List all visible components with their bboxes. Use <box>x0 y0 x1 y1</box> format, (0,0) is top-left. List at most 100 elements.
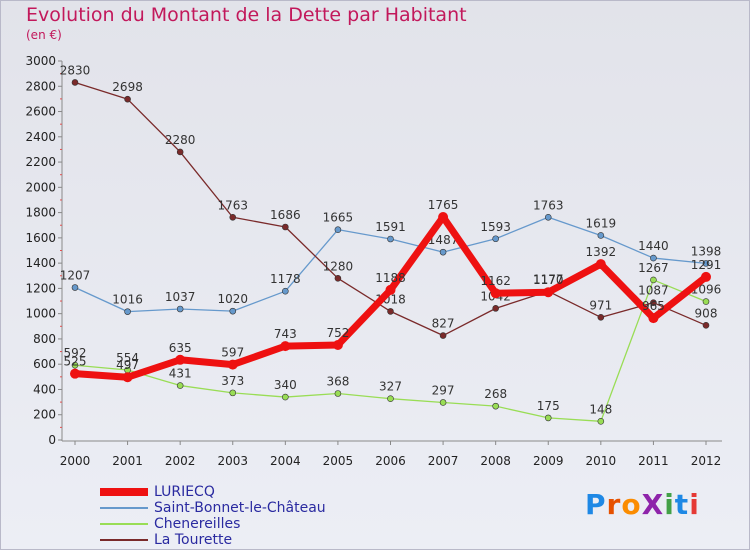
data-point <box>701 271 711 282</box>
logo-letter: r <box>606 488 622 521</box>
data-point <box>439 248 447 256</box>
data-label: 592 <box>64 346 87 360</box>
data-label: 340 <box>274 378 297 392</box>
y-tick-label: 3000 <box>25 54 56 68</box>
legend-item: Saint-Bonnet-le-Château <box>100 500 326 516</box>
y-tick-label: 2800 <box>25 79 56 93</box>
data-point <box>595 259 606 270</box>
x-tick-label: 2007 <box>428 454 459 468</box>
data-point <box>650 299 657 306</box>
x-tick-label: 2010 <box>586 454 617 468</box>
data-point <box>597 418 605 425</box>
data-point <box>650 254 657 262</box>
y-tick-label: 400 <box>33 382 56 396</box>
legend-label: Chenereilles <box>154 516 241 532</box>
data-point <box>334 226 342 233</box>
legend-swatch <box>100 523 148 525</box>
data-point <box>387 395 394 402</box>
data-point <box>492 235 499 243</box>
data-point <box>702 260 710 267</box>
data-label: 752 <box>326 326 349 340</box>
data-label: 1763 <box>533 198 564 212</box>
legend-label: La Tourette <box>154 532 233 548</box>
y-tick-label: 2600 <box>25 105 56 119</box>
y-tick-label: 600 <box>33 357 56 371</box>
data-label: 373 <box>221 374 244 388</box>
data-point <box>176 148 184 156</box>
data-label: 1763 <box>217 198 248 212</box>
data-label: 1440 <box>638 239 669 253</box>
data-label: 2280 <box>165 133 196 147</box>
legend-item: La Tourette <box>100 532 326 548</box>
y-tick-label: 2400 <box>25 130 56 144</box>
data-point <box>492 402 499 410</box>
data-point <box>124 95 131 103</box>
data-point <box>71 361 79 369</box>
legend-label: Saint-Bonnet-le-Château <box>154 500 326 516</box>
data-label: 908 <box>695 306 718 320</box>
legend-swatch <box>100 488 148 496</box>
data-point <box>227 359 238 370</box>
logo-letter: P <box>585 488 607 521</box>
data-label: 1087 <box>638 284 669 298</box>
data-label: 1291 <box>691 258 722 272</box>
x-tick-label: 2009 <box>533 454 564 468</box>
data-point <box>122 372 133 383</box>
data-label: 368 <box>326 375 349 389</box>
data-point <box>229 307 237 315</box>
y-tick-label: 1800 <box>25 206 56 220</box>
x-tick-label: 2000 <box>60 454 91 468</box>
data-label: 1016 <box>112 293 143 307</box>
data-label: 1593 <box>480 220 511 234</box>
data-label: 827 <box>432 317 455 331</box>
data-label: 1487 <box>428 233 459 247</box>
y-tick-label: 2000 <box>25 180 56 194</box>
data-point <box>597 232 605 239</box>
data-point <box>229 213 237 221</box>
data-label: 1188 <box>375 271 406 285</box>
x-tick-label: 2006 <box>375 454 406 468</box>
data-label: 268 <box>484 387 507 401</box>
data-label: 1280 <box>323 259 354 273</box>
data-point <box>387 235 394 243</box>
chart-title: Evolution du Montant de la Dette par Hab… <box>26 4 467 26</box>
data-point <box>334 390 342 397</box>
data-label: 554 <box>116 351 139 365</box>
data-label: 1267 <box>638 261 669 275</box>
data-label: 297 <box>432 383 455 397</box>
data-point <box>438 212 449 223</box>
logo-letter: t <box>674 488 690 521</box>
data-point <box>543 287 554 298</box>
data-point <box>70 368 80 379</box>
data-point <box>71 79 79 86</box>
x-tick-label: 2004 <box>270 454 301 468</box>
legend-swatch <box>100 539 148 541</box>
data-label: 1037 <box>165 290 196 304</box>
y-tick-label: 200 <box>33 408 56 422</box>
data-label: 1765 <box>428 198 459 212</box>
data-point <box>282 223 289 231</box>
data-label: 1207 <box>60 269 91 283</box>
chart-subtitle: (en €) <box>26 28 62 42</box>
data-point <box>71 284 79 291</box>
data-point <box>124 308 131 315</box>
y-tick-label: 1000 <box>25 307 56 321</box>
data-label: 1178 <box>270 272 301 286</box>
data-label: 148 <box>589 402 612 416</box>
data-point <box>175 354 186 365</box>
data-label: 597 <box>221 346 244 360</box>
data-point <box>282 287 289 295</box>
data-point <box>492 305 499 312</box>
data-point <box>544 213 552 221</box>
logo-letter: i <box>664 488 675 521</box>
data-label: 1170 <box>533 273 564 287</box>
logo-letter: o <box>621 488 642 521</box>
data-point <box>334 274 342 282</box>
data-label: 1665 <box>323 211 354 225</box>
data-point <box>439 399 447 406</box>
y-tick-label: 1200 <box>25 281 56 295</box>
data-point <box>702 321 710 329</box>
data-point <box>280 341 291 352</box>
proxiti-logo: ProXiti <box>585 488 700 521</box>
